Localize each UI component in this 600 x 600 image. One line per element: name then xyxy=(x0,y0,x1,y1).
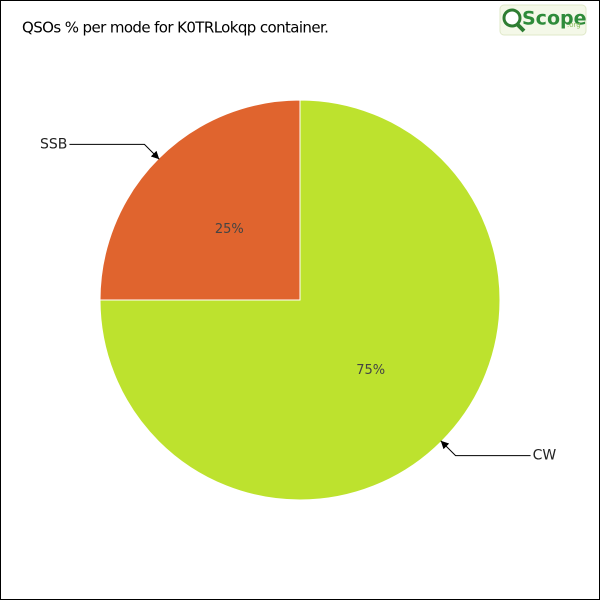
slice-label: 25% xyxy=(215,222,244,237)
category-label: SSB xyxy=(40,136,67,152)
slice-label: 75% xyxy=(356,363,385,378)
logo-suffix: .org xyxy=(567,21,581,29)
logo: Scope .org xyxy=(499,4,587,36)
leader-line xyxy=(69,143,160,160)
leader-line xyxy=(440,440,531,457)
logo-text: Scope xyxy=(522,8,587,30)
logo-handle xyxy=(515,22,526,33)
logo-lens xyxy=(502,8,522,28)
category-label: CW xyxy=(533,448,557,464)
chart-title: QSOs % per mode for K0TRLokqp container. xyxy=(22,19,328,37)
